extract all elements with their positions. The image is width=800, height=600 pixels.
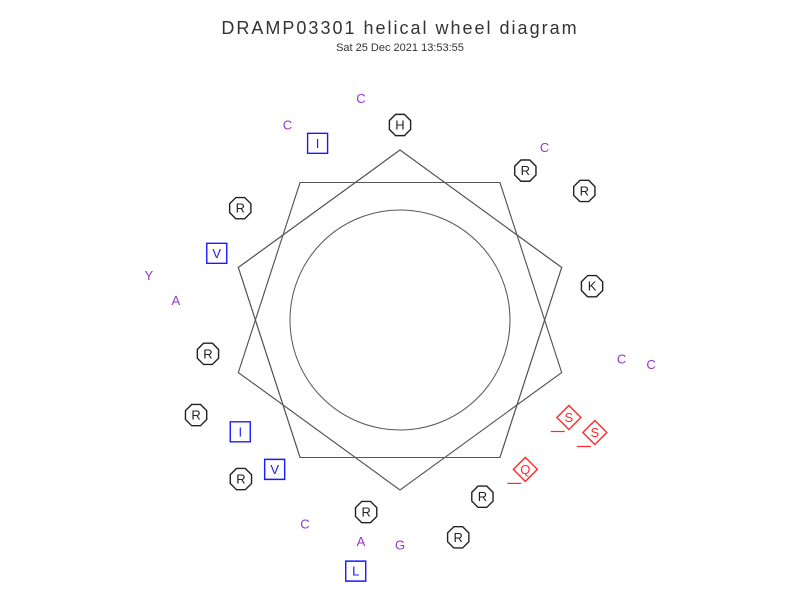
residue-label: R: [580, 183, 589, 198]
residue-label: R: [521, 163, 530, 178]
residue-label: G: [395, 538, 405, 553]
residue-label: R: [478, 489, 487, 504]
residue-label: C: [617, 352, 626, 367]
residue-label: R: [361, 505, 370, 520]
residue-label: R: [236, 201, 245, 216]
residue-label: C: [540, 140, 549, 155]
residue-label: H: [395, 118, 404, 133]
residue-label: I: [238, 424, 242, 439]
residue-label: C: [283, 118, 292, 133]
residue-label: C: [356, 91, 365, 106]
residue-label: A: [172, 293, 181, 308]
residue-label: Q: [520, 462, 530, 477]
residue-label: R: [236, 472, 245, 487]
residue-label: C: [646, 357, 655, 372]
residue-label: C: [300, 516, 309, 531]
residue-label: I: [316, 136, 320, 151]
residue-label: R: [454, 530, 463, 545]
residue-label: S: [565, 410, 574, 425]
residue-label: R: [203, 346, 212, 361]
residue-label: L: [352, 564, 359, 579]
residue-label: V: [270, 462, 279, 477]
helical-wheel-diagram: HRKCSQRGALCVIRRAYVRICCRCCSRRR: [0, 0, 800, 600]
residue-label: S: [591, 425, 600, 440]
residue-label: Y: [145, 268, 154, 283]
residue-label: K: [588, 279, 597, 294]
residue-label: A: [357, 534, 366, 549]
residue-label: R: [191, 408, 200, 423]
residue-label: V: [212, 246, 221, 261]
